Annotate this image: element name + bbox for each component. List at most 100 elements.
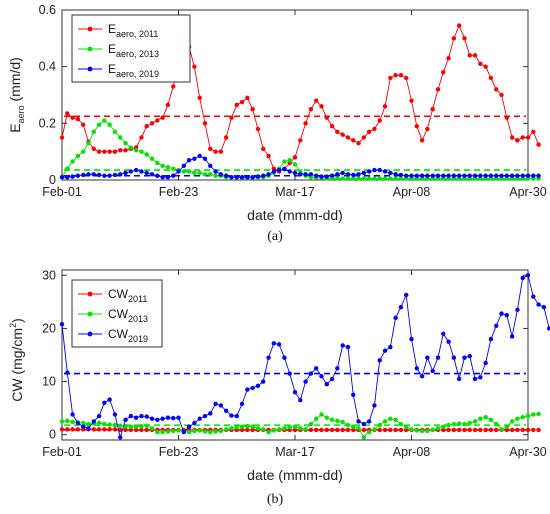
data-point	[372, 126, 377, 132]
data-point	[70, 419, 75, 425]
data-point	[483, 64, 488, 69]
data-point	[329, 376, 335, 382]
data-point	[202, 121, 208, 126]
data-point	[218, 428, 224, 434]
data-point	[531, 294, 536, 299]
data-point	[494, 87, 499, 92]
data-point	[303, 427, 308, 432]
data-point	[531, 173, 536, 178]
data-point	[361, 435, 367, 440]
data-point	[171, 173, 176, 178]
data-point	[372, 403, 377, 408]
data-point	[345, 344, 351, 350]
data-point	[96, 420, 102, 426]
data-point	[382, 419, 388, 424]
data-point	[446, 339, 451, 344]
data-point	[208, 411, 213, 416]
data-point	[329, 123, 335, 129]
data-point	[181, 163, 186, 169]
data-point	[144, 170, 149, 176]
legend-swatch-marker	[87, 26, 93, 32]
data-point	[96, 427, 102, 432]
data-point	[488, 427, 494, 433]
data-point	[91, 419, 96, 424]
data-point	[123, 423, 128, 429]
data-point	[208, 163, 213, 169]
data-point	[366, 429, 372, 435]
data-point	[382, 427, 388, 433]
legend-entry: CW2011	[108, 287, 147, 304]
data-point	[65, 166, 70, 171]
data-point	[446, 427, 451, 433]
data-point	[139, 135, 144, 140]
data-point	[245, 427, 250, 433]
data-point	[133, 167, 139, 173]
data-point	[208, 172, 213, 177]
data-point	[250, 385, 255, 391]
data-point	[59, 419, 65, 424]
data-point	[86, 140, 91, 146]
data-point	[59, 321, 65, 327]
data-point	[398, 176, 404, 181]
panel-b: 0 10 20 30 Feb-01 Feb-23 Mar-17 Apr-08 Apr-30 CW…	[8, 268, 550, 507]
data-point	[451, 427, 457, 433]
data-point	[377, 427, 382, 433]
data-point	[234, 174, 239, 180]
legend-entry: CW2019	[108, 327, 148, 344]
data-point	[287, 371, 292, 376]
data-point	[107, 173, 112, 178]
data-point	[515, 307, 520, 313]
data-point	[202, 413, 208, 419]
data-point	[345, 135, 351, 140]
data-point	[324, 115, 329, 120]
data-point	[520, 427, 525, 433]
data-point	[223, 135, 229, 140]
data-point	[144, 427, 149, 433]
data-point	[144, 423, 149, 428]
data-point	[292, 427, 298, 433]
legend-swatch-marker	[87, 66, 93, 72]
data-point	[467, 427, 472, 433]
data-point	[133, 148, 139, 153]
data-point	[192, 170, 197, 176]
data-point	[261, 427, 266, 432]
data-point	[329, 173, 335, 178]
data-point	[377, 176, 382, 181]
data-point	[509, 419, 515, 424]
data-point	[245, 174, 250, 180]
legend-b: CW2011 CW2013 CW2019	[71, 279, 163, 348]
data-point	[70, 115, 75, 120]
legend-swatch-marker	[87, 46, 93, 52]
data-point	[404, 75, 409, 81]
x-tick-label: Mar-17	[275, 445, 315, 459]
data-point	[515, 427, 520, 433]
data-point	[340, 132, 345, 137]
data-point	[118, 423, 123, 428]
plot-b-series	[59, 273, 550, 440]
data-point	[419, 138, 425, 143]
data-point	[345, 422, 351, 428]
data-point	[186, 424, 192, 429]
data-point	[149, 172, 155, 177]
data-point	[345, 176, 351, 181]
data-point	[319, 104, 324, 109]
data-point	[451, 421, 457, 427]
data-point	[451, 36, 457, 41]
data-point	[70, 427, 75, 432]
data-point	[308, 421, 314, 427]
data-point	[292, 424, 298, 429]
data-point	[176, 428, 181, 433]
y-tick-label: 0.4	[39, 60, 56, 74]
data-point	[525, 427, 531, 433]
data-point	[234, 102, 239, 108]
data-point	[366, 169, 372, 174]
data-point	[351, 424, 356, 429]
data-point	[139, 423, 144, 429]
data-point	[282, 159, 287, 164]
legend-a: Eaero, 2011 Eaero, 2013 Eaero, 2019	[71, 14, 191, 83]
data-point	[515, 173, 520, 178]
data-point	[255, 174, 261, 179]
data-point	[525, 173, 531, 178]
data-point	[139, 149, 144, 154]
data-point	[261, 146, 266, 152]
